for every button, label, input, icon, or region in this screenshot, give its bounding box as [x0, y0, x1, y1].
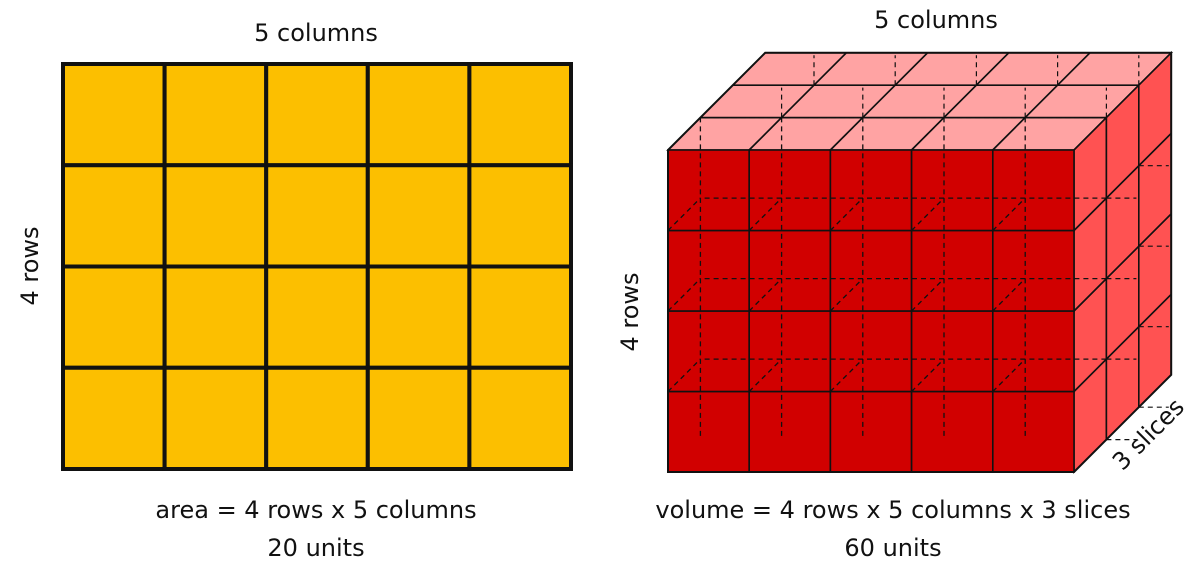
- area-cell: [162, 163, 269, 269]
- cube-hidden-edge: [829, 278, 864, 312]
- cube-front-cell: [667, 390, 750, 473]
- area-cell: [264, 264, 370, 370]
- volume-cube: [666, 50, 1174, 474]
- cube-front-cell: [991, 149, 1075, 232]
- area-cell: [61, 163, 167, 269]
- cube-hidden-edge: [992, 278, 1026, 312]
- area-cell: [467, 62, 573, 168]
- area-cell: [162, 365, 269, 471]
- cube-front-cell: [910, 390, 994, 473]
- cube-hidden-edge: [829, 197, 864, 231]
- cube-front-cell: [748, 310, 832, 393]
- cube-front-cell: [910, 310, 994, 393]
- volume-formula: volume = 4 rows x 5 columns x 3 slices: [655, 496, 1130, 524]
- cube-front-cell: [667, 310, 750, 393]
- volume-result: 60 units: [844, 534, 941, 562]
- cube-front-cell: [910, 229, 994, 312]
- cube-hidden-edge: [667, 358, 701, 392]
- cube-hidden-edge: [992, 117, 1026, 151]
- area-cell: [467, 264, 573, 370]
- cube-front-cell: [829, 310, 913, 393]
- area-rows-label: 4 rows: [16, 226, 44, 305]
- volume-rows-label: 4 rows: [616, 272, 644, 351]
- area-grid: [61, 62, 573, 471]
- cube-hidden-edge: [992, 358, 1026, 392]
- cube-hidden-edge: [748, 278, 783, 312]
- cube-front-cell: [829, 229, 913, 312]
- area-columns-label: 5 columns: [254, 19, 378, 47]
- cube-front-cell: [991, 229, 1075, 312]
- cube-hidden-edge: [667, 278, 701, 312]
- cube-hidden-edge: [829, 358, 864, 392]
- cube-hidden-edge: [667, 197, 701, 231]
- area-cell: [264, 365, 370, 471]
- area-result: 20 units: [267, 534, 364, 562]
- area-cell: [365, 62, 472, 168]
- area-cell: [61, 264, 167, 370]
- cube-hidden-edge: [829, 117, 864, 151]
- cube-hidden-edge: [992, 197, 1026, 231]
- area-cell: [162, 62, 269, 168]
- area-cell: [365, 163, 472, 269]
- area-cell: [162, 264, 269, 370]
- area-cell: [264, 62, 370, 168]
- cube-hidden-edge: [748, 358, 783, 392]
- cube-front-cell: [748, 229, 832, 312]
- area-cell: [365, 264, 472, 370]
- cube-front-cell: [991, 310, 1075, 393]
- cube-front-cell: [829, 390, 913, 473]
- cube-front-cell: [910, 149, 994, 232]
- area-cell: [61, 62, 167, 168]
- volume-columns-label: 5 columns: [874, 6, 998, 34]
- cube-hidden-edge: [911, 197, 945, 231]
- cube-outline: [667, 51, 1173, 473]
- area-cell: [264, 163, 370, 269]
- cube-hidden-edge: [748, 197, 783, 231]
- cube-hidden-edge: [748, 117, 783, 151]
- area-cell: [467, 365, 573, 471]
- cube-front-cell: [991, 390, 1075, 473]
- cube-front-cell: [748, 149, 832, 232]
- area-cell: [61, 365, 167, 471]
- cube-front-cell: [667, 149, 750, 232]
- area-formula: area = 4 rows x 5 columns: [155, 496, 476, 524]
- cube-front-cell: [748, 390, 832, 473]
- area-cell: [365, 365, 472, 471]
- cube-hidden-edge: [911, 358, 945, 392]
- area-cell: [467, 163, 573, 269]
- cube-hidden-edge: [911, 117, 945, 151]
- cube-front-cell: [667, 229, 750, 312]
- cube-front-cell: [829, 149, 913, 232]
- cube-hidden-edge: [911, 278, 945, 312]
